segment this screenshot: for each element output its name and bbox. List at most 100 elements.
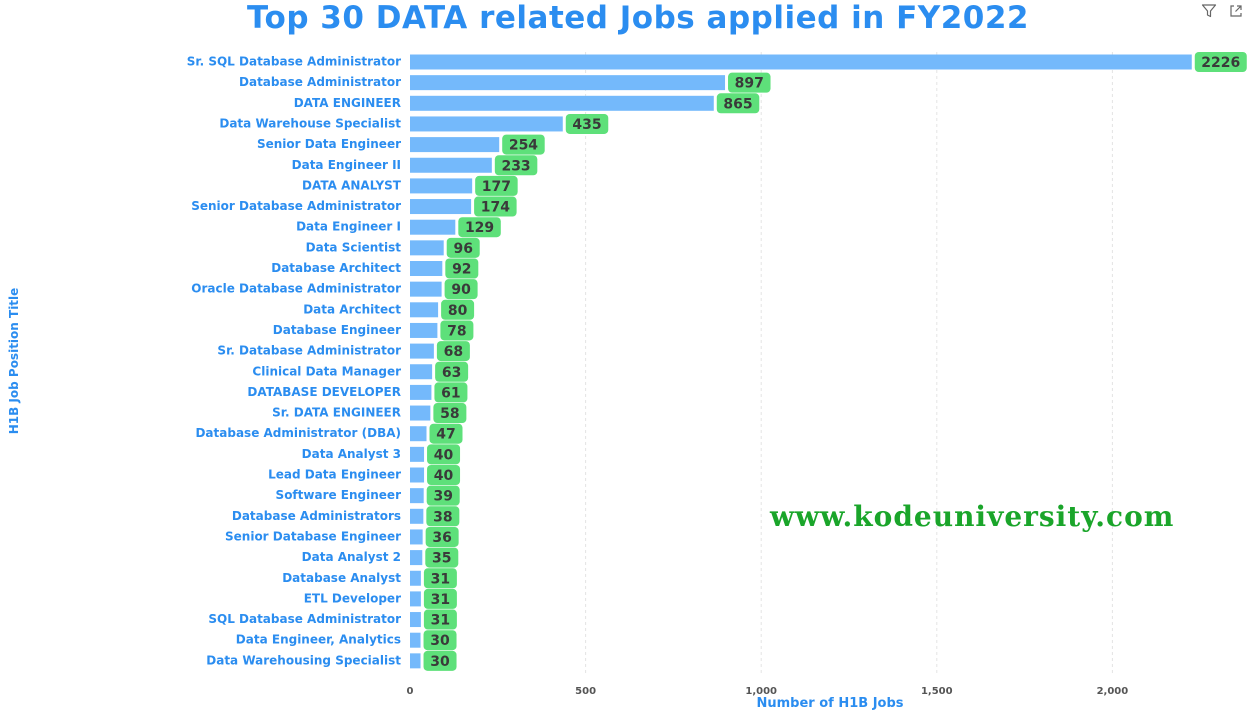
value-label: 58 [440,406,459,422]
category-label: DATA ENGINEER [294,96,401,110]
value-label-bg [716,93,760,114]
value-label-bg [475,175,518,196]
category-label: Oracle Database Administrator [191,282,401,296]
value-label-bg [441,299,475,320]
value-label: 40 [434,468,454,484]
category-label: Clinical Data Manager [252,364,401,378]
value-label: 177 [482,179,511,195]
bar [410,178,473,194]
category-label: Sr. SQL Database Administrator [187,55,401,69]
category-label: Data Engineer II [292,158,401,172]
value-label: 63 [442,365,461,381]
value-label-bg [446,237,480,258]
watermark-text: www.kodeuniversity.com [770,500,1175,533]
x-tick-label: 1,500 [921,686,953,697]
value-label: 254 [509,138,538,154]
value-label-bg [474,196,517,217]
category-label: Database Administrators [232,509,401,523]
bar [410,591,421,607]
category-label: Data Warehouse Specialist [219,116,401,130]
bar [410,54,1192,70]
bar [410,488,424,504]
bar [410,302,439,318]
category-label: Senior Data Engineer [257,137,401,151]
bar [410,384,432,400]
filter-icon[interactable] [1201,3,1217,19]
y-axis-label: H1B Job Position Title [7,287,21,435]
value-label: 96 [453,241,472,257]
value-label-bg [502,134,545,155]
value-label: 865 [723,96,752,112]
value-label: 30 [430,654,450,670]
value-label: 92 [452,262,471,278]
category-label: Database Administrator (DBA) [195,426,401,440]
category-label: ETL Developer [304,591,401,605]
value-label-bg [440,320,474,341]
value-label: 174 [481,200,510,216]
chart-title: Top 30 DATA related Jobs applied in FY20… [247,0,1029,36]
bar [410,426,427,442]
x-tick-label: 1,000 [745,686,777,697]
category-label: Data Architect [303,302,401,316]
x-axis-label: Number of H1B Jobs [756,696,904,711]
bar [410,508,424,524]
value-label-bg [433,403,467,424]
category-label: Data Analyst 3 [302,447,401,461]
bar [410,550,423,566]
bar [410,612,421,628]
value-label-bg [423,588,457,609]
category-label: Data Warehousing Specialist [206,653,401,667]
value-label: 40 [434,447,454,463]
value-label-bg [423,630,457,651]
value-label: 80 [448,303,468,319]
bar [410,281,442,297]
bar [410,240,444,256]
bar [410,219,456,235]
value-label-bg [444,279,478,300]
category-label: Data Engineer I [296,220,401,234]
bar [410,467,425,483]
category-label: Data Analyst 2 [302,550,401,564]
category-label: Database Engineer [273,323,401,337]
bar [410,157,492,173]
category-label: Sr. Database Administrator [217,344,401,358]
value-label-bg [1194,52,1247,72]
bar [410,364,433,380]
focus-mode-icon[interactable] [1228,3,1244,19]
value-label-bg [427,465,461,485]
category-label: Sr. DATA ENGINEER [272,406,401,420]
value-label-bg [565,113,609,134]
bar [410,116,563,132]
x-tick-label: 2,000 [1097,686,1129,697]
value-label-bg [434,382,468,403]
value-label: 39 [433,489,452,505]
category-label: Software Engineer [276,488,402,502]
value-label-bg [436,341,470,362]
value-label-bg [458,217,501,238]
category-label: DATABASE DEVELOPER [247,385,401,399]
value-label: 233 [501,158,530,174]
category-label: Lead Data Engineer [268,468,401,482]
category-label: Data Scientist [306,240,402,254]
category-label: DATA ANALYST [302,178,402,192]
category-label: SQL Database Administrator [208,612,401,626]
x-tick-label: 0 [407,686,414,697]
bar [410,261,443,276]
bar [410,343,434,359]
category-label: Database Administrator [239,75,401,89]
bar [410,75,726,91]
value-label-bg [423,568,457,589]
bar [410,95,714,111]
value-label: 38 [433,509,452,525]
value-label: 61 [441,385,460,401]
value-label-bg [435,361,469,382]
value-label: 129 [465,220,494,236]
category-label: Data Engineer, Analytics [236,633,401,647]
bar [410,446,425,462]
bar [410,199,472,215]
category-label: Senior Database Administrator [191,199,401,213]
bar [410,653,421,669]
value-label: 31 [431,571,450,587]
bar [410,529,423,545]
